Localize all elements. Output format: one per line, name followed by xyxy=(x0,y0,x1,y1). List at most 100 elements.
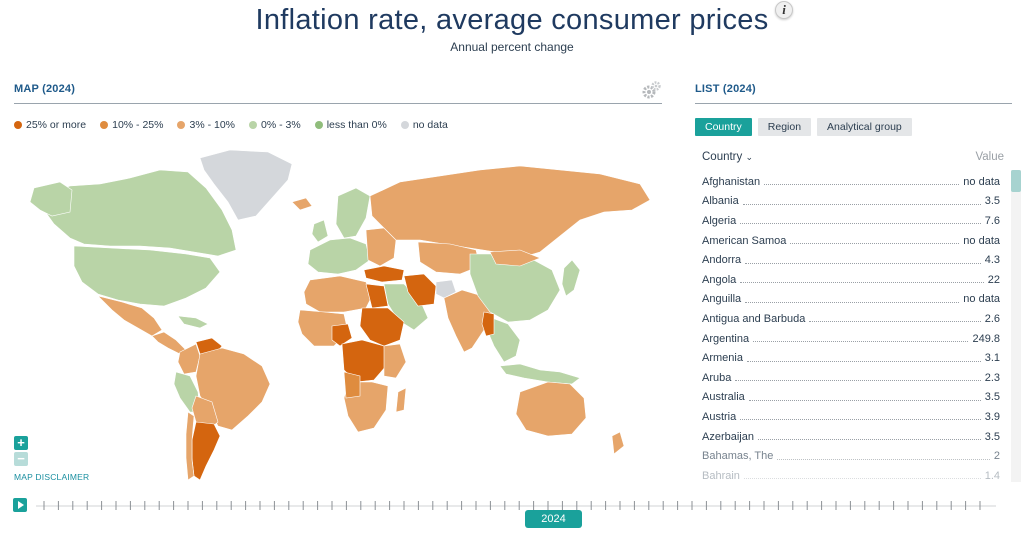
list-row[interactable]: American Samoa no data xyxy=(702,231,1000,251)
list-row[interactable]: Anguilla no data xyxy=(702,290,1000,310)
country-name: Aruba xyxy=(702,371,732,384)
play-icon[interactable] xyxy=(13,498,27,512)
map-region-western-europe[interactable] xyxy=(307,237,371,275)
legend-swatch xyxy=(177,121,186,129)
legend-item-no-data[interactable]: no data xyxy=(400,119,448,131)
map-region-angola[interactable] xyxy=(343,371,361,399)
country-value: 3.5 xyxy=(984,195,1000,208)
map-region-iran[interactable] xyxy=(403,273,437,307)
country-list: Afghanistan no data Albania 3.5 Algeria 7.6 Am… xyxy=(702,172,1000,482)
country-name: Andorra xyxy=(702,254,742,267)
zoom-out-button[interactable]: − xyxy=(14,452,28,466)
country-name: Antigua and Barbuda xyxy=(702,312,806,325)
legend-item-10-25[interactable]: 10% - 25% xyxy=(100,119,163,131)
map-region-indonesia[interactable] xyxy=(499,363,581,385)
map-region-chile[interactable] xyxy=(185,411,195,481)
list-row[interactable]: Azerbaijan 3.5 xyxy=(702,427,1000,447)
map-region-caribbean[interactable] xyxy=(177,315,209,329)
tab-region[interactable]: Region xyxy=(757,118,812,136)
legend-item-negative[interactable]: less than 0% xyxy=(314,119,387,131)
list-row[interactable]: Andorra 4.3 xyxy=(702,250,1000,270)
map-region-afghanistan[interactable] xyxy=(435,279,457,299)
legend-label: 3% - 10% xyxy=(189,119,236,131)
list-header: Country ⌄ Value xyxy=(702,151,1004,165)
dot-leader xyxy=(809,321,981,323)
list-tabs: Country Region Analytical group xyxy=(695,118,912,136)
legend-item-25-plus[interactable]: 25% or more xyxy=(14,119,86,131)
dot-leader xyxy=(742,203,981,205)
country-name: Australia xyxy=(702,391,745,404)
map-region-mongolia[interactable] xyxy=(489,249,541,267)
settings-gear-icon[interactable] xyxy=(641,80,663,100)
map-region-myanmar[interactable] xyxy=(481,311,495,337)
map-region-uk[interactable] xyxy=(311,219,329,243)
map-region-turkey[interactable] xyxy=(363,265,405,283)
list-row[interactable]: Bahrain 1.4 xyxy=(702,466,1000,482)
map-region-greenland[interactable] xyxy=(199,149,293,221)
country-name: Bahrain xyxy=(702,469,740,482)
dot-leader xyxy=(740,223,981,225)
map-disclaimer-link[interactable]: MAP DISCLAIMER xyxy=(14,472,90,482)
legend-item-3-10[interactable]: 3% - 10% xyxy=(177,119,235,131)
zoom-in-button[interactable]: + xyxy=(14,436,28,450)
dot-leader xyxy=(743,478,981,480)
map-region-sudan-ethiopia[interactable] xyxy=(359,307,405,347)
year-badge[interactable]: 2024 xyxy=(525,510,582,528)
list-row[interactable]: Bahamas, The 2 xyxy=(702,446,1000,466)
country-value: no data xyxy=(963,234,1000,247)
scrollbar-track[interactable] xyxy=(1011,170,1021,482)
map-region-canada[interactable] xyxy=(41,169,237,257)
map-region-iceland[interactable] xyxy=(291,197,313,211)
list-row[interactable]: Angola 22 xyxy=(702,270,1000,290)
list-row[interactable]: Algeria 7.6 xyxy=(702,211,1000,231)
map-region-central-africa[interactable] xyxy=(341,339,387,383)
map-region-central-america[interactable] xyxy=(151,331,187,355)
map-region-australia[interactable] xyxy=(515,381,587,437)
country-sort-header[interactable]: Country ⌄ xyxy=(702,151,753,163)
list-row[interactable]: Aruba 2.3 xyxy=(702,368,1000,388)
map-legend: 25% or more 10% - 25% 3% - 10% 0% - 3% l… xyxy=(14,119,448,131)
legend-label: 0% - 3% xyxy=(261,119,301,131)
page-title: Inflation rate, average consumer prices xyxy=(255,4,769,36)
legend-swatch xyxy=(14,121,22,129)
list-row[interactable]: Austria 3.9 xyxy=(702,407,1000,427)
map-region-scandinavia[interactable] xyxy=(335,187,371,239)
map-region-egypt[interactable] xyxy=(365,283,389,309)
list-row[interactable]: Argentina 249.8 xyxy=(702,329,1000,349)
year-timeline[interactable] xyxy=(36,496,996,516)
country-value: 2.3 xyxy=(984,371,1000,384)
dot-leader xyxy=(745,301,960,303)
list-row[interactable]: Australia 3.5 xyxy=(702,388,1000,408)
world-map[interactable] xyxy=(0,140,670,490)
map-region-north-africa[interactable] xyxy=(303,275,373,313)
map-region-alaska[interactable] xyxy=(29,181,73,217)
info-icon[interactable]: i xyxy=(775,1,793,19)
scrollbar-thumb[interactable] xyxy=(1011,170,1021,192)
country-name: Albania xyxy=(702,195,739,208)
map-region-japan[interactable] xyxy=(561,259,581,297)
map-region-usa[interactable] xyxy=(73,245,221,307)
list-row[interactable]: Armenia 3.1 xyxy=(702,348,1000,368)
map-region-russia[interactable] xyxy=(369,165,651,259)
legend-swatch xyxy=(100,121,109,129)
legend-swatch xyxy=(249,121,258,129)
list-row[interactable]: Afghanistan no data xyxy=(702,172,1000,192)
value-header: Value xyxy=(975,151,1004,163)
dot-leader xyxy=(740,282,984,284)
list-row[interactable]: Antigua and Barbuda 2.6 xyxy=(702,309,1000,329)
country-name: Algeria xyxy=(702,214,737,227)
map-region-argentina[interactable] xyxy=(191,421,221,481)
legend-swatch xyxy=(314,121,323,129)
country-value: 1.4 xyxy=(984,469,1000,482)
country-name: Armenia xyxy=(702,352,743,365)
tab-analytical-group[interactable]: Analytical group xyxy=(817,118,912,136)
map-region-east-africa[interactable] xyxy=(383,343,407,379)
tab-country[interactable]: Country xyxy=(695,118,752,136)
list-row[interactable]: Albania 3.5 xyxy=(702,192,1000,212)
map-region-india[interactable] xyxy=(443,289,493,353)
legend-item-0-3[interactable]: 0% - 3% xyxy=(249,119,301,131)
map-region-madagascar[interactable] xyxy=(395,387,407,413)
map-region-new-zealand[interactable] xyxy=(611,431,625,455)
map-region-colombia[interactable] xyxy=(177,343,201,375)
map-region-nigeria[interactable] xyxy=(331,323,353,347)
